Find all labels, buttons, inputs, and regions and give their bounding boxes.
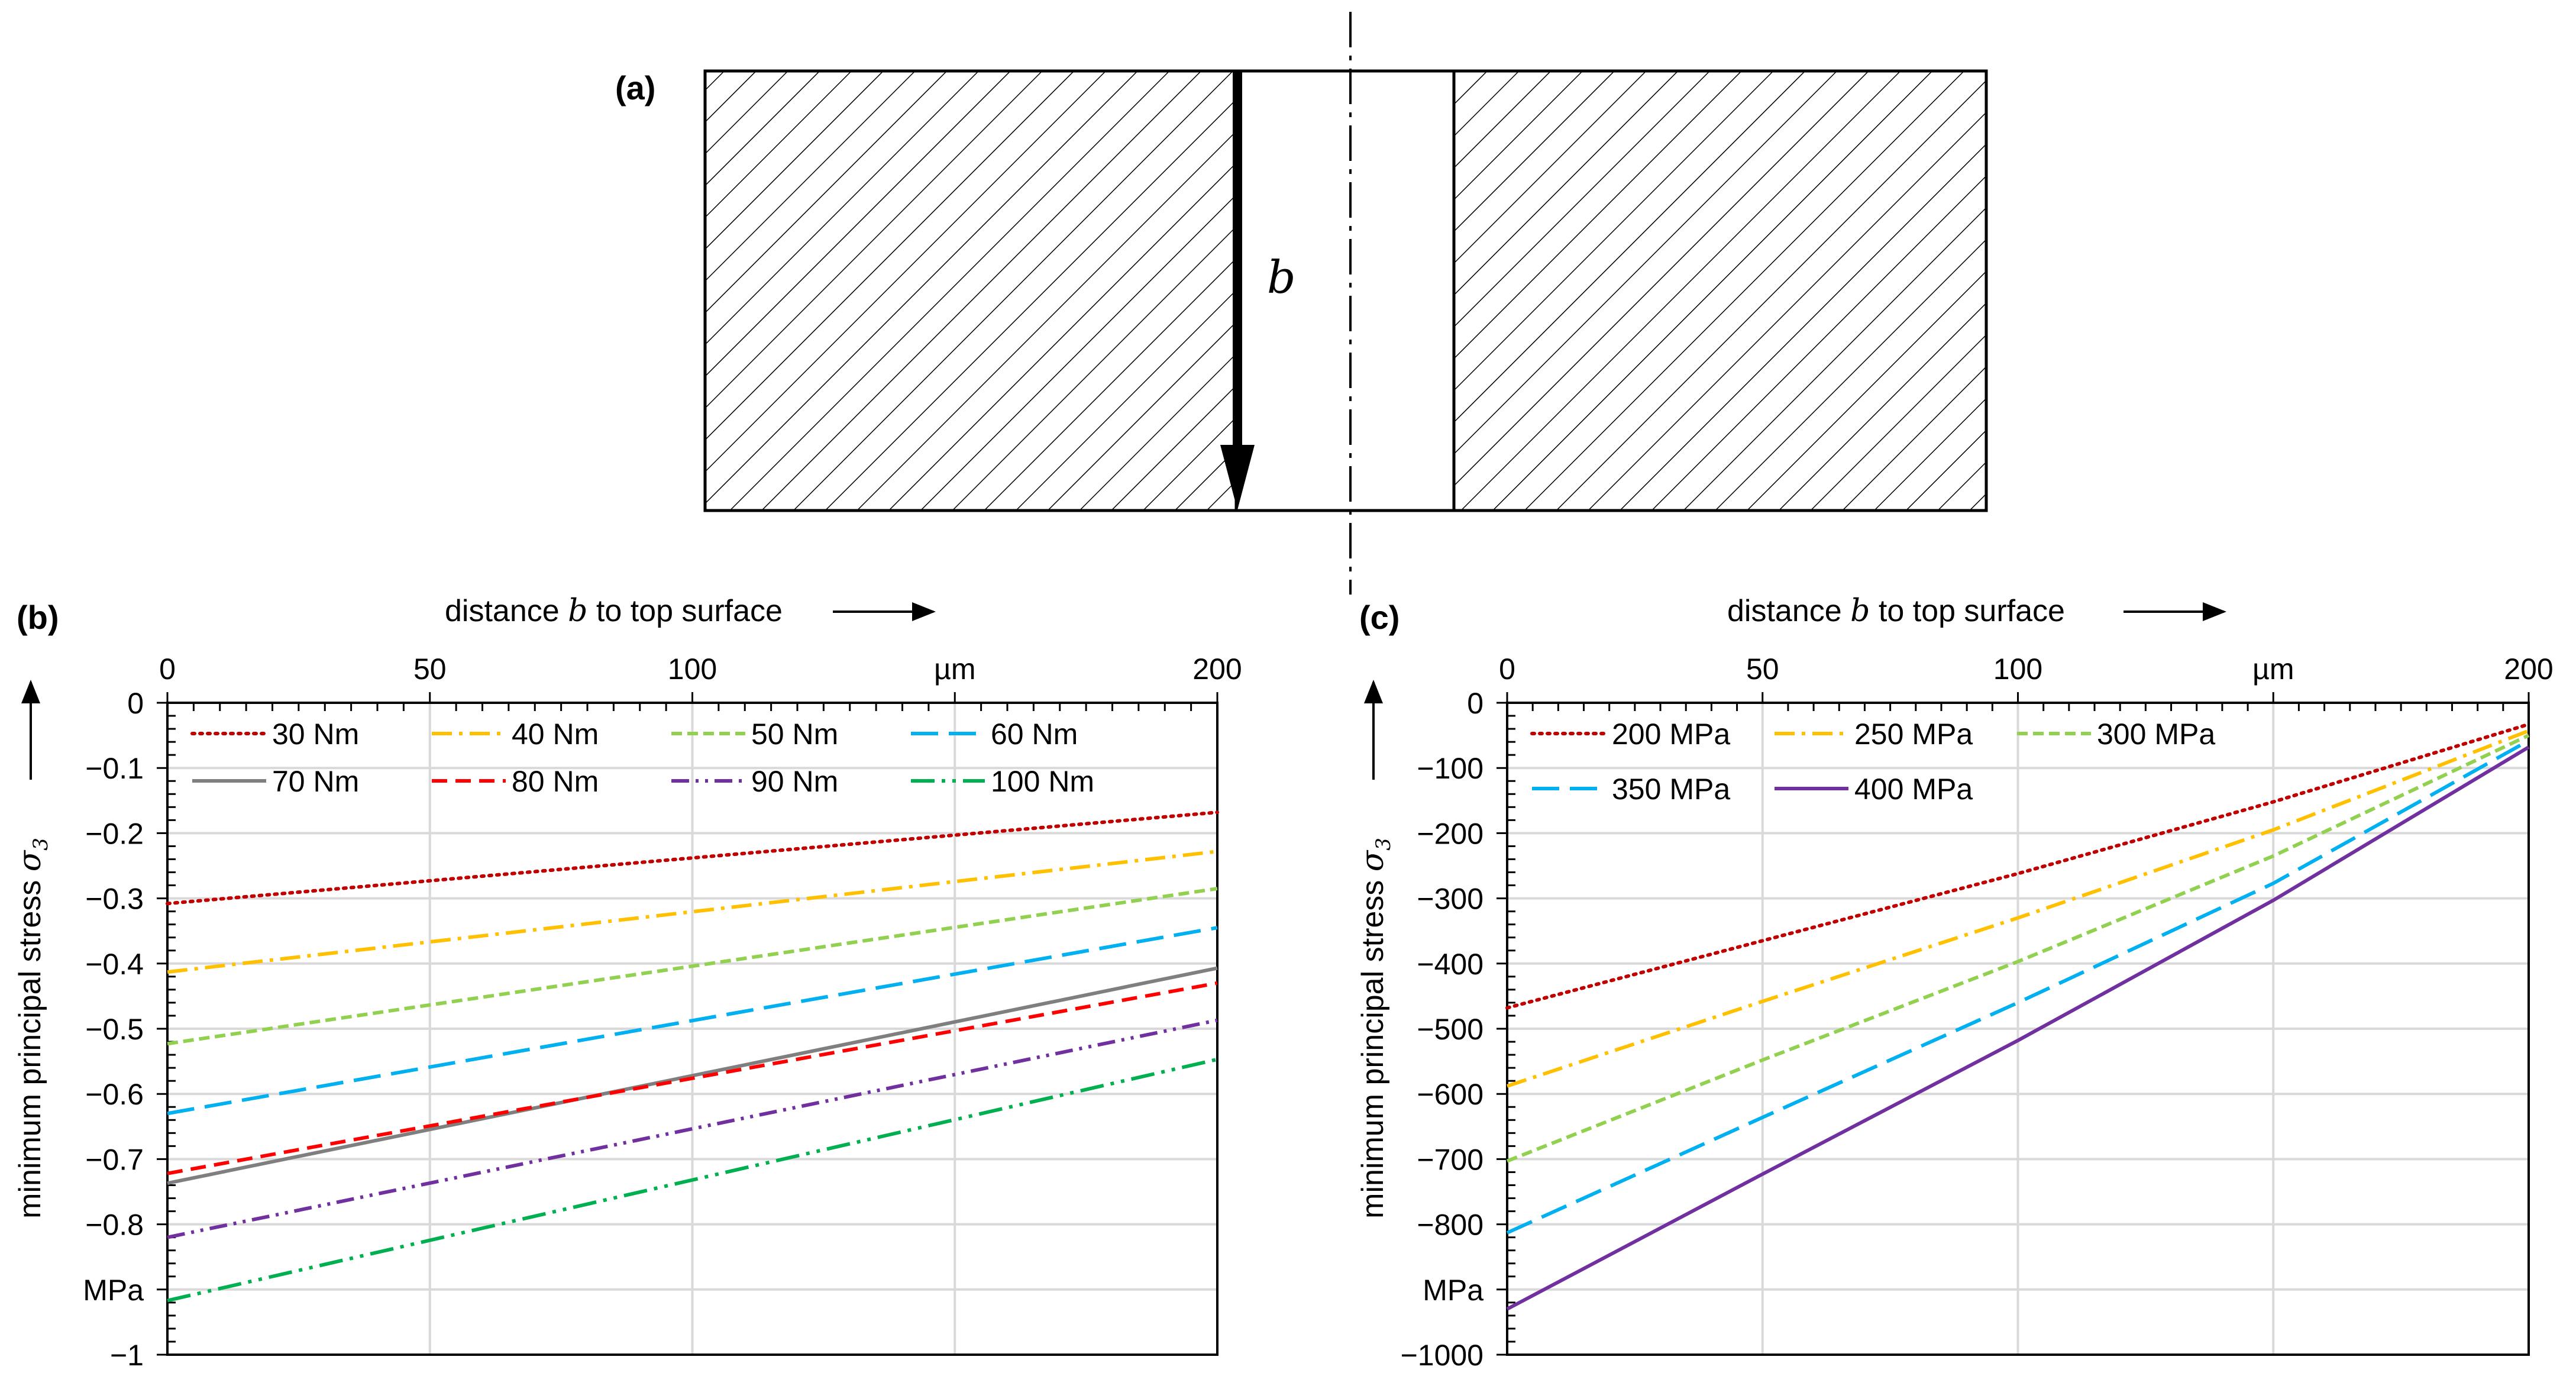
legend-label: 80 Nm	[512, 765, 599, 798]
panel-b: (b) distance b to top surface 0 50 100 µm 20…	[12, 593, 1242, 1372]
x-tick-label: µm	[2252, 652, 2294, 686]
panel-a: (a) b	[615, 12, 1988, 595]
panel-b-ylabel-group: minimum principal stress σ3	[12, 680, 53, 1219]
panel-b-series	[166, 810, 1219, 1303]
y-tick-label: −0.6	[85, 1078, 144, 1111]
y-tick-label: −200	[1417, 817, 1483, 850]
y-tick-label: −700	[1417, 1143, 1483, 1176]
hatched-block-right	[1452, 69, 1988, 512]
panel-b-legend: 30 Nm 40 Nm 50 Nm 60 Nm 70 Nm 80 Nm 90 Nm 100 N…	[190, 718, 1094, 798]
panel-a-label: (a)	[615, 69, 655, 106]
y-axis-label-sigma: σ	[12, 849, 48, 871]
y-axis-label: minimum principal stress σ3	[1355, 838, 1395, 1219]
x-tick-label: 200	[2504, 652, 2553, 686]
series-line	[167, 1018, 1218, 1239]
y-tick-label: MPa	[83, 1274, 144, 1307]
series-line	[1506, 734, 2530, 1163]
y-tick-label: −0.5	[85, 1013, 144, 1046]
y-axis-label-main: minimum principal stress	[1356, 871, 1390, 1219]
legend-label: 30 Nm	[272, 718, 359, 751]
panel-b-xlabel: distance b to top surface	[445, 593, 783, 629]
panel-b-grid	[166, 702, 1218, 1356]
y-tick-label: −400	[1417, 948, 1483, 981]
panel-c-label: (c)	[1359, 599, 1399, 636]
x-tick-label: 50	[413, 652, 447, 686]
series-line	[167, 926, 1218, 1116]
series-line	[1505, 722, 2530, 1010]
y-axis-label-subscript: 3	[29, 838, 53, 851]
series-line	[167, 849, 1218, 974]
panel-b-xlabel-text: distance	[445, 594, 568, 628]
y-tick-label: −300	[1417, 883, 1483, 916]
y-tick-label: −0.8	[85, 1209, 144, 1242]
y-tick-label: −600	[1417, 1078, 1483, 1111]
series-line	[167, 981, 1218, 1175]
legend-label: 90 Nm	[751, 765, 838, 798]
legend-label: 300 MPa	[2097, 718, 2215, 751]
y-tick-label: −500	[1417, 1013, 1483, 1046]
y-axis-label: minimum principal stress σ3	[12, 838, 53, 1219]
panel-c-xlabel-rest: to top surface	[1870, 594, 2065, 628]
panel-c-axes: 0 50 100 µm 200 0 −100 −200 −300 −400 −500 −600 −700…	[1401, 652, 2554, 1372]
slot-gap	[1234, 69, 1456, 512]
series-line	[1506, 745, 2530, 1311]
series-line	[167, 1057, 1218, 1303]
legend-label: 60 Nm	[991, 718, 1078, 751]
x-tick-label: 100	[1993, 652, 2042, 686]
legend-label: 50 Nm	[751, 718, 838, 751]
dimension-b-label: b	[1267, 251, 1296, 303]
y-axis-label-sigma: σ	[1355, 849, 1391, 871]
panel-c-series	[1505, 722, 2530, 1311]
series-line	[167, 966, 1218, 1186]
y-tick-label: −0.3	[85, 883, 144, 916]
series-line	[1507, 729, 2530, 1088]
panel-c-legend: 200 MPa 250 MPa 300 MPa 350 MPa 400 MPa	[1530, 718, 2215, 806]
panel-b-label: (b)	[17, 599, 59, 636]
y-tick-label: −0.2	[85, 817, 144, 850]
legend-label: 70 Nm	[272, 765, 359, 798]
y-axis-label-text: minimum principal stress σ3	[1355, 838, 1395, 1219]
y-tick-label: 0	[127, 687, 144, 720]
x-tick-label: 0	[159, 652, 176, 686]
series-line	[166, 810, 1219, 906]
panel-b-axes: 0 50 100 µm 200 0 −0.1 −0.2 −0.3 −0.4 −0.5 −0.6 −0.7…	[83, 652, 1242, 1372]
x-tick-label: µm	[934, 652, 975, 686]
panel-c-xlabel: distance b to top surface	[1727, 593, 2065, 629]
panel-b-xlabel-b: b	[568, 593, 587, 629]
panel-b-xlabel-group: distance b to top surface	[445, 593, 936, 629]
panel-c-ylabel-group: minimum principal stress σ3	[1355, 680, 1395, 1219]
y-tick-label: −800	[1417, 1209, 1483, 1242]
x-tick-label: 200	[1192, 652, 1242, 686]
y-tick-label: −0.4	[85, 948, 144, 981]
panel-c-xlabel-text: distance	[1727, 594, 1850, 628]
y-axis-label-subscript: 3	[1372, 838, 1395, 851]
y-tick-label: 0	[1467, 687, 1483, 720]
depth-arrow-head	[1220, 445, 1255, 510]
legend-label: 250 MPa	[1854, 718, 1973, 751]
legend-label: 400 MPa	[1854, 773, 1973, 806]
panel-c: (c) distance b to top surface 0 50 100 µm 20…	[1355, 593, 2554, 1372]
hatched-block-left	[703, 69, 1238, 512]
y-tick-label: −0.7	[85, 1143, 144, 1176]
legend-label: 350 MPa	[1612, 773, 1730, 806]
y-tick-label: MPa	[1423, 1274, 1483, 1307]
y-tick-label: −1	[110, 1339, 144, 1372]
panel-c-xlabel-b: b	[1850, 593, 1870, 629]
y-tick-label: −1000	[1401, 1339, 1483, 1372]
y-axis-label-main: minimum principal stress	[13, 871, 47, 1219]
legend-label: 40 Nm	[512, 718, 599, 751]
x-tick-label: 100	[668, 652, 717, 686]
series-line	[167, 887, 1218, 1046]
panel-b-xlabel-rest: to top surface	[587, 594, 783, 628]
y-tick-label: −0.1	[85, 752, 144, 785]
panel-c-xlabel-group: distance b to top surface	[1727, 593, 2226, 629]
x-tick-label: 50	[1746, 652, 1779, 686]
y-axis-label-text: minimum principal stress σ3	[12, 838, 53, 1219]
y-tick-label: −100	[1417, 752, 1483, 785]
x-tick-label: 0	[1499, 652, 1515, 686]
legend-label: 200 MPa	[1612, 718, 1730, 751]
legend-label: 100 Nm	[991, 765, 1094, 798]
